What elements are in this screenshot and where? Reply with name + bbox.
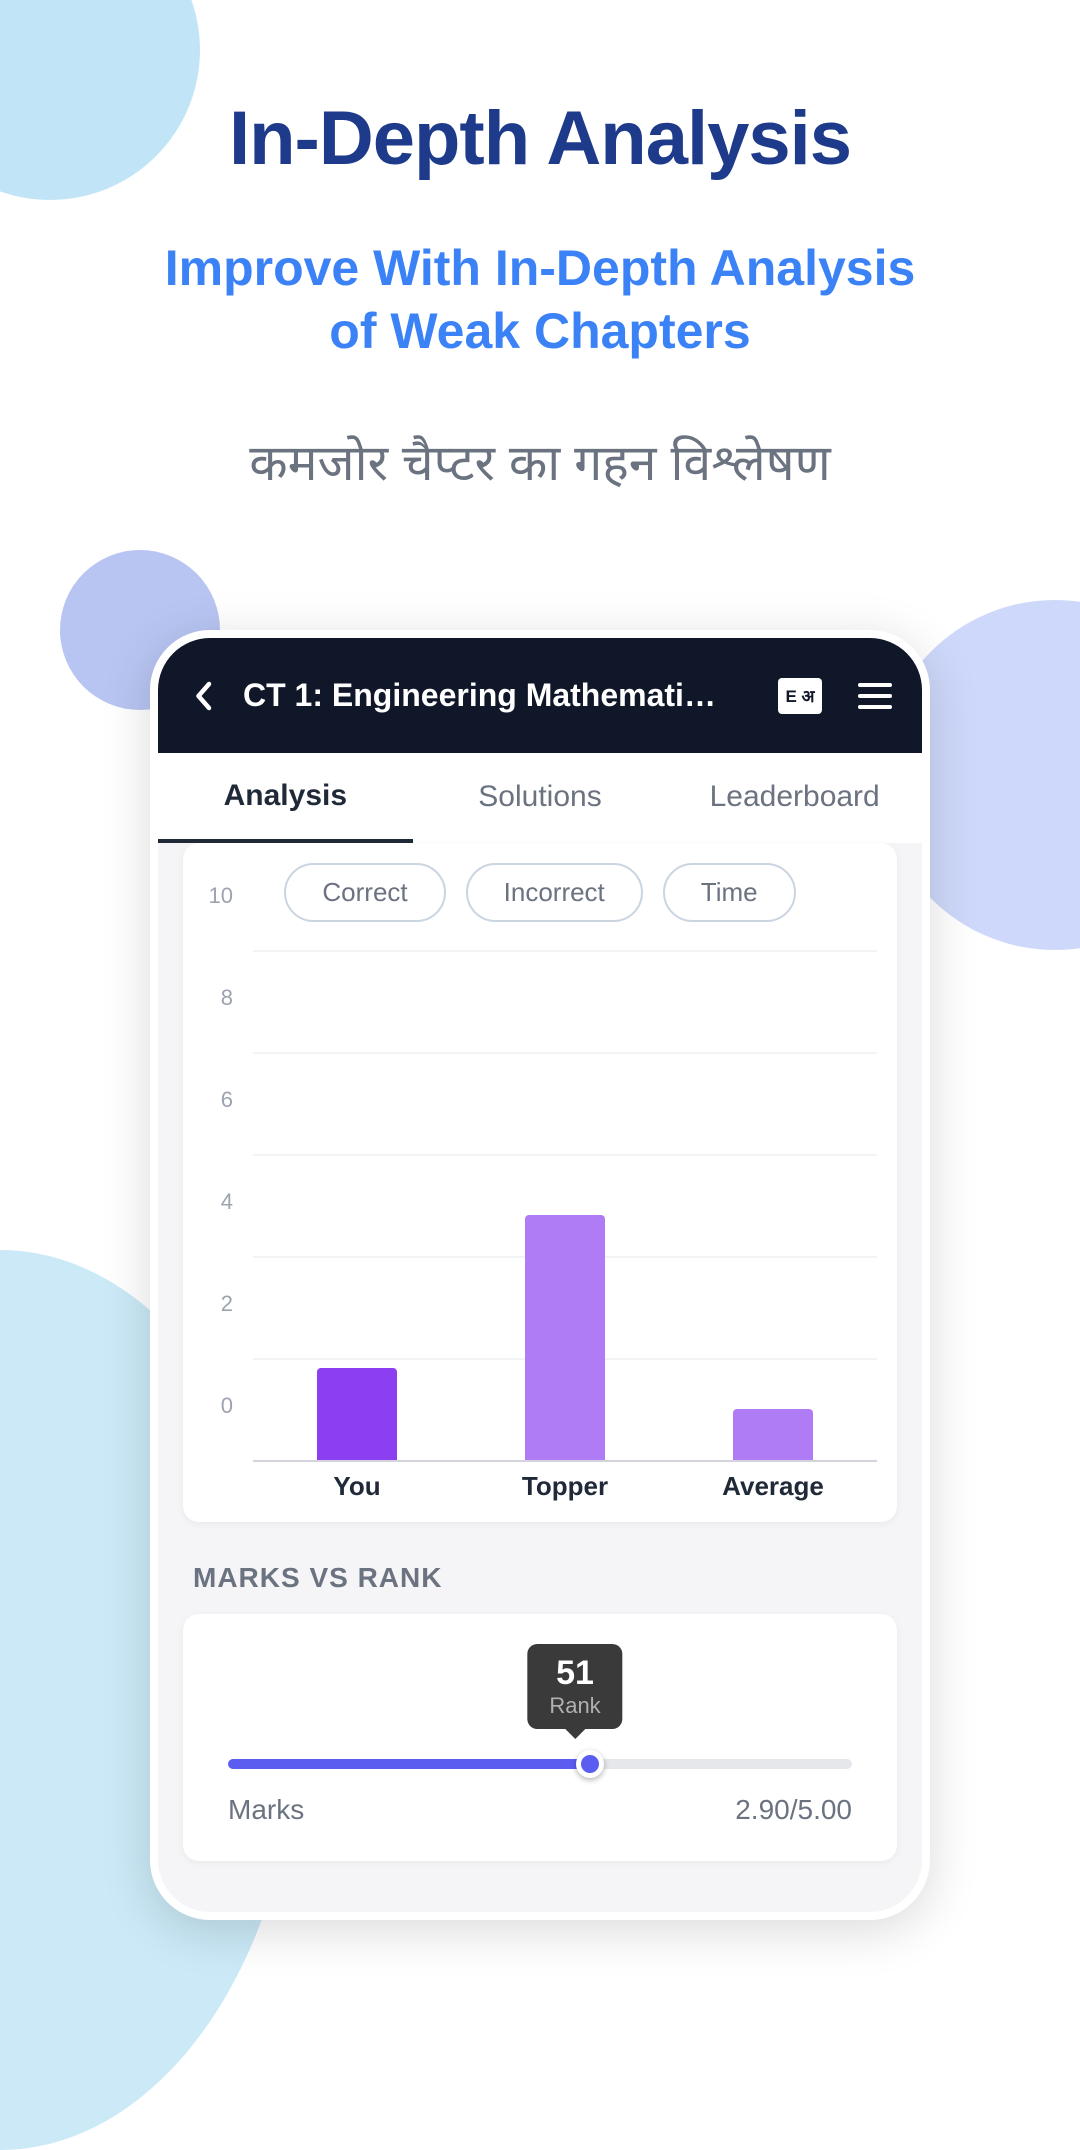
hero-subtitle: Improve With In-Depth Analysis of Weak C… [0, 237, 1080, 362]
y-tick: 8 [203, 985, 233, 1011]
hero-section: In-Depth Analysis Improve With In-Depth … [0, 0, 1080, 495]
x-label: Topper [505, 1471, 625, 1502]
screen-title: CT 1: Engineering Mathemati… [243, 677, 778, 714]
slider-thumb[interactable] [576, 1750, 604, 1778]
app-header: CT 1: Engineering Mathemati… E अ [158, 638, 922, 753]
x-label: Average [713, 1471, 833, 1502]
hero-hindi-text: कमजोर चैप्टर का गहन विश्लेषण [0, 427, 1080, 495]
y-tick: 4 [203, 1189, 233, 1215]
marks-label: Marks [228, 1794, 304, 1826]
chip-time[interactable]: Time [663, 863, 796, 922]
chart-card: Correct Incorrect Time 0246810 YouTopper… [183, 843, 897, 1522]
y-tick: 0 [203, 1393, 233, 1419]
chart-bar [525, 1215, 605, 1460]
tab-bar: Analysis Solutions Leaderboard [158, 753, 922, 843]
filter-chips: Correct Incorrect Time [203, 863, 877, 922]
marks-vs-rank-title: MARKS VS RANK [193, 1562, 887, 1594]
back-icon[interactable] [188, 681, 218, 711]
x-label: You [297, 1471, 417, 1502]
tab-leaderboard[interactable]: Leaderboard [667, 753, 922, 843]
marks-value: 2.90/5.00 [735, 1794, 852, 1826]
marks-slider[interactable] [228, 1759, 852, 1769]
chart-bar [317, 1368, 397, 1460]
tab-analysis[interactable]: Analysis [158, 753, 413, 843]
bar-chart: 0246810 YouTopperAverage [243, 952, 877, 1492]
y-tick: 6 [203, 1087, 233, 1113]
rank-value: 51 [549, 1654, 600, 1693]
marks-vs-rank-card: 51 Rank Marks 2.90/5.00 [183, 1614, 897, 1861]
y-tick: 2 [203, 1291, 233, 1317]
rank-label: Rank [549, 1693, 600, 1719]
language-toggle-icon[interactable]: E अ [778, 678, 822, 714]
menu-icon[interactable] [858, 683, 892, 709]
slider-fill [228, 1759, 590, 1769]
y-tick: 10 [203, 883, 233, 909]
hero-title: In-Depth Analysis [0, 95, 1080, 182]
chart-bar [733, 1409, 813, 1460]
rank-tooltip: 51 Rank [527, 1644, 622, 1729]
slider-labels: Marks 2.90/5.00 [228, 1794, 852, 1826]
phone-mockup: CT 1: Engineering Mathemati… E अ Analysi… [150, 630, 930, 1920]
chip-correct[interactable]: Correct [284, 863, 445, 922]
tab-solutions[interactable]: Solutions [413, 753, 668, 843]
chip-incorrect[interactable]: Incorrect [466, 863, 643, 922]
